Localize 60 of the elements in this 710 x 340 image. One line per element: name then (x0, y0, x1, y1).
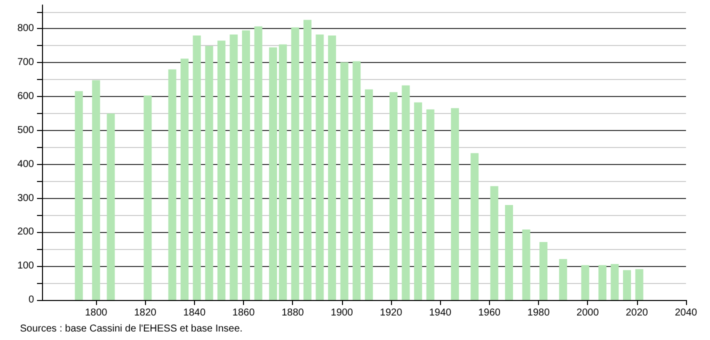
y-tick-label: 200 (17, 226, 34, 238)
x-tick-label: 1940 (429, 308, 452, 318)
bar (340, 62, 348, 300)
bar (303, 20, 312, 300)
bar (168, 69, 176, 300)
bar (364, 89, 373, 300)
bar (389, 92, 398, 300)
bar (598, 265, 606, 300)
bar (217, 40, 226, 300)
x-tick-label: 1980 (527, 308, 550, 318)
bar (539, 242, 548, 300)
bar (352, 61, 361, 300)
bar (490, 186, 498, 300)
bar (402, 85, 410, 300)
y-tick-label: 0 (28, 294, 34, 306)
bar (316, 34, 324, 300)
bar (192, 36, 201, 300)
bar (559, 258, 568, 300)
bar (144, 96, 152, 300)
y-tick-label: 300 (17, 192, 34, 204)
bar (426, 109, 434, 300)
y-tick-label: 800 (17, 23, 34, 34)
x-tick-label: 1840 (183, 308, 206, 318)
x-tick-label: 1920 (380, 308, 403, 318)
bar (635, 269, 644, 300)
bar (623, 270, 632, 300)
bar (522, 229, 530, 300)
bar (242, 30, 250, 300)
y-tick-label: 600 (17, 91, 34, 102)
bar (470, 153, 479, 300)
bar (581, 265, 590, 300)
bar (610, 264, 619, 300)
bar (505, 205, 514, 300)
bar (414, 102, 422, 300)
bar (291, 27, 300, 300)
x-tick-label: 1960 (478, 308, 501, 318)
x-tick-label: 1800 (84, 308, 108, 318)
bar (205, 46, 214, 300)
bar (230, 34, 238, 300)
bar (254, 26, 262, 300)
bar (106, 114, 115, 300)
bar (278, 44, 287, 300)
bar (180, 58, 189, 300)
x-tick-label: 2000 (576, 308, 600, 318)
x-tick-label: 2040 (674, 308, 698, 318)
x-tick-label: 2020 (626, 308, 648, 318)
y-tick-label: 500 (17, 124, 34, 136)
y-tick-label: 400 (17, 158, 34, 170)
bar (328, 36, 336, 300)
bar (269, 47, 278, 300)
x-tick-label: 1860 (232, 308, 256, 318)
x-tick-label: 1820 (134, 308, 157, 318)
bar (92, 80, 100, 300)
bar (450, 108, 459, 300)
y-tick-label: 700 (17, 57, 34, 68)
y-tick-label: 100 (17, 260, 34, 272)
source-note: Sources : base Cassini de l'EHESS et base Insee. (20, 324, 243, 334)
bar (74, 91, 83, 300)
x-tick-label: 1900 (330, 308, 354, 318)
x-tick-label: 1880 (282, 308, 304, 318)
